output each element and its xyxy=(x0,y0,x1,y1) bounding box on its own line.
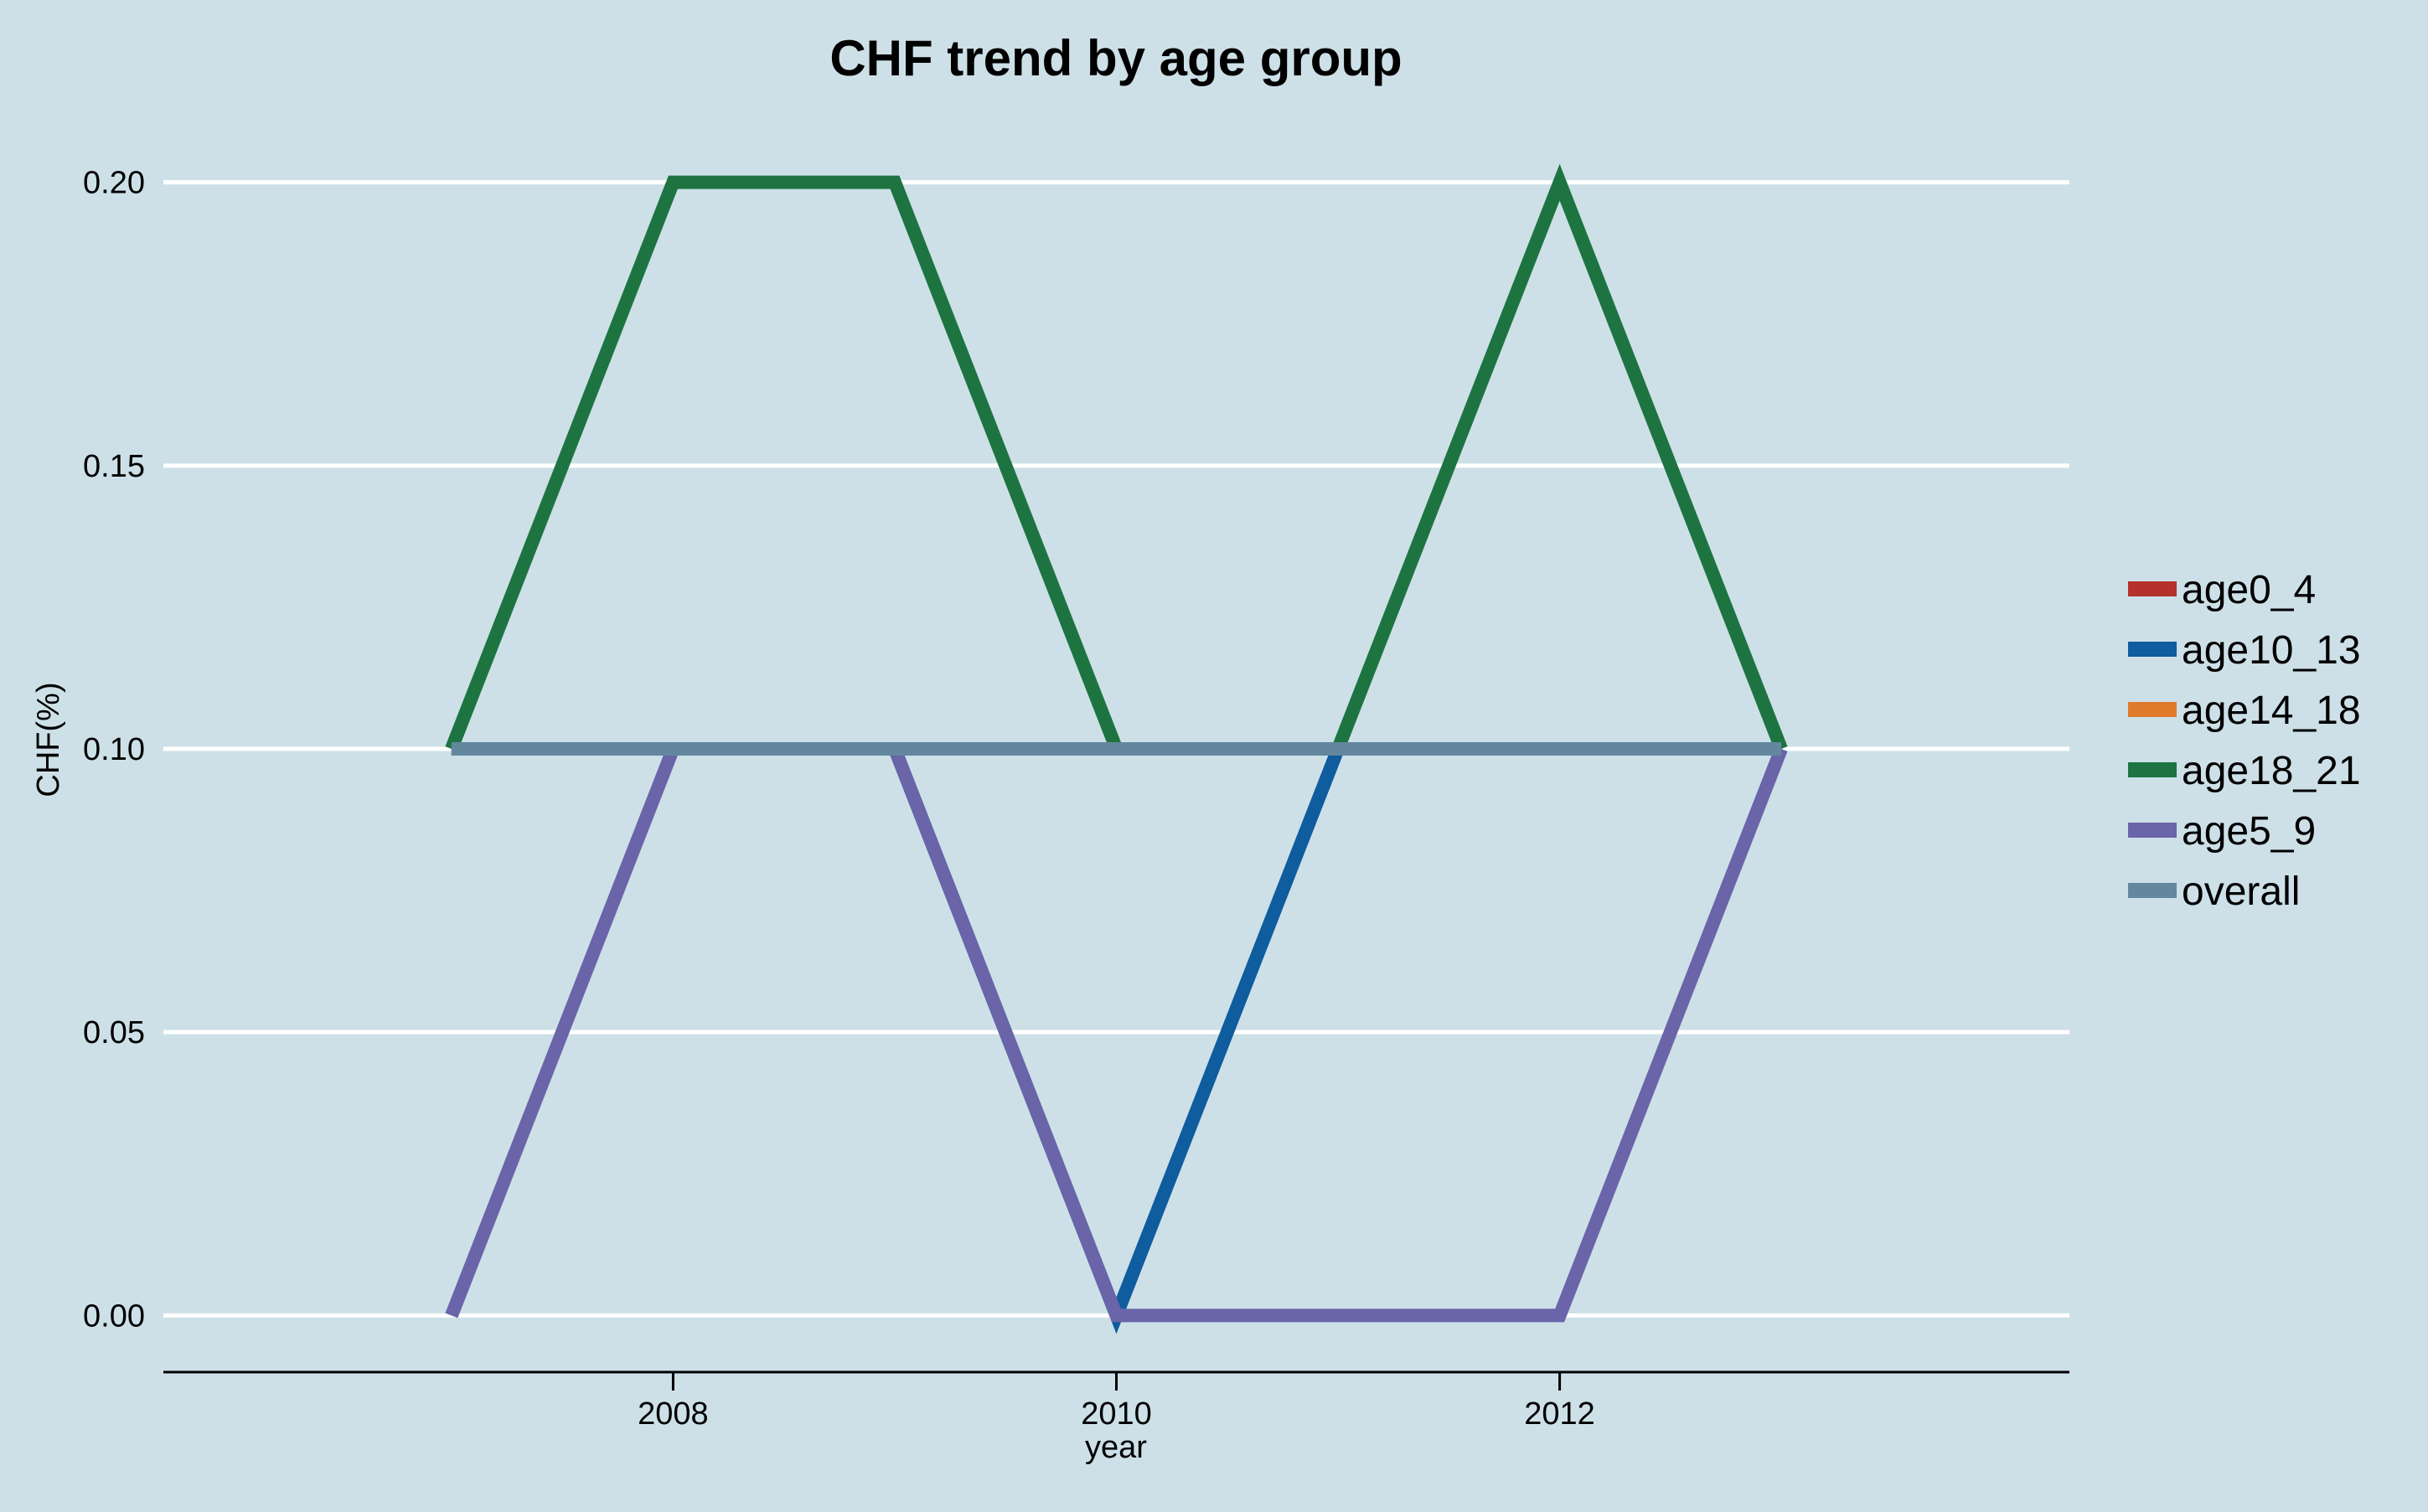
legend-swatch-age10-13 xyxy=(2128,642,2177,657)
legend: age0_4 age10_13 age14_18 age18_21 age5_9over… xyxy=(2128,568,2361,914)
legend-swatch-age18-21 xyxy=(2128,762,2177,777)
y-tick-label: 0.15 xyxy=(83,449,145,484)
x-tick-label: 2010 xyxy=(1081,1396,1152,1432)
legend-label-age5-9: age5_9 xyxy=(2182,809,2316,854)
y-tick-label: 0.05 xyxy=(83,1015,145,1050)
y-tick-label: 0.10 xyxy=(83,732,145,767)
legend-label-age14-18: age14_18 xyxy=(2182,689,2361,733)
series-lines xyxy=(445,163,1788,1334)
legend-label-age18-21: age18_21 xyxy=(2182,749,2361,793)
legend-label-age0-4: age0_4 xyxy=(2182,568,2316,612)
y-tick-label: 0.20 xyxy=(83,166,145,201)
legend-swatch-age5-9 xyxy=(2128,823,2177,838)
legend-label-age10-13: age10_13 xyxy=(2182,628,2361,673)
y-axis-label: CHF(%) xyxy=(31,682,66,797)
chart-title: CHF trend by age group xyxy=(829,30,1402,86)
legend-swatch-age14-18 xyxy=(2128,702,2177,717)
x-tick-label: 2012 xyxy=(1524,1396,1595,1432)
legend-swatch-overall xyxy=(2128,883,2177,898)
x-axis-label: year xyxy=(1085,1430,1147,1465)
y-tick-label: 0.00 xyxy=(83,1298,145,1334)
legend-label-overall: overall xyxy=(2182,870,2300,914)
axes: 0.00 0.05 0.10 0.15 0.20 2008 2010 2012 xyxy=(83,166,2069,1432)
legend-swatch-age0-4 xyxy=(2128,581,2177,596)
x-tick-label: 2008 xyxy=(638,1396,709,1432)
